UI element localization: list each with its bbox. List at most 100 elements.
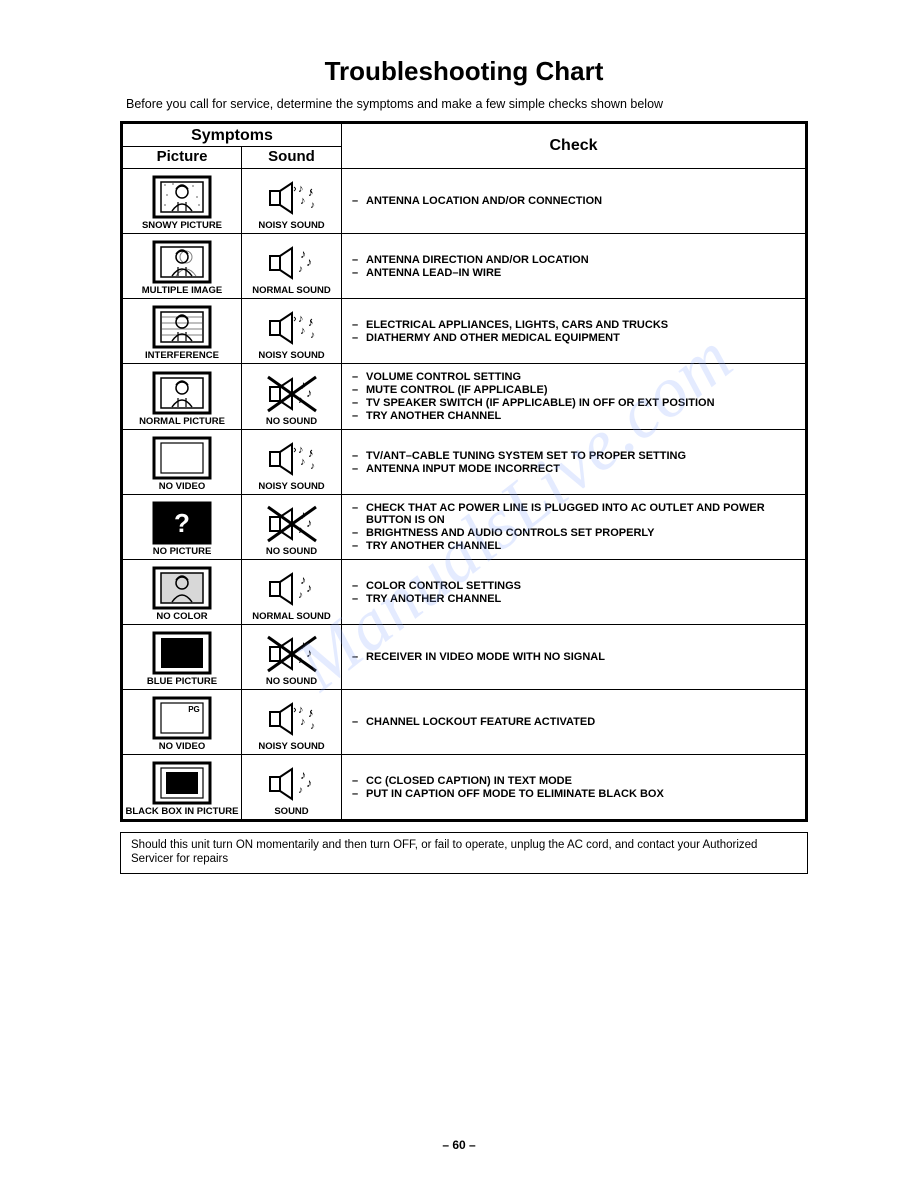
check-cell: –COLOR CONTROL SETTINGS–TRY ANOTHER CHAN… (342, 560, 807, 625)
check-item: –PUT IN CAPTION OFF MODE TO ELIMINATE BL… (352, 788, 797, 800)
tv-person-gray-icon (152, 566, 212, 610)
intro-text: Before you call for service, determine t… (120, 97, 808, 111)
check-item: –DIATHERMY AND OTHER MEDICAL EQUIPMENT (352, 332, 797, 344)
tv-person-icon (152, 371, 212, 415)
table-row: BLACK BOX IN PICTURE SOUND –CC (CLOSED C… (122, 755, 807, 821)
table-row: SNOWY PICTURE NOISY SOUND –ANTENNA LOCAT… (122, 169, 807, 234)
check-item: –COLOR CONTROL SETTINGS (352, 580, 797, 592)
check-cell: –ELECTRICAL APPLIANCES, LIGHTS, CARS AND… (342, 299, 807, 364)
picture-label: SNOWY PICTURE (142, 221, 222, 231)
picture-cell: SNOWY PICTURE (122, 169, 242, 234)
sound-cell: SOUND (242, 755, 342, 821)
check-cell: –TV/ANT–CABLE TUNING SYSTEM SET TO PROPE… (342, 430, 807, 495)
check-item: –TV SPEAKER SWITCH (IF APPLICABLE) IN OF… (352, 397, 797, 409)
check-item: –TRY ANOTHER CHANNEL (352, 410, 797, 422)
tv-person-multi-icon (152, 240, 212, 284)
sound-cell: NO SOUND (242, 495, 342, 560)
speaker-noisy-icon (264, 177, 320, 219)
check-item: –TRY ANOTHER CHANNEL (352, 593, 797, 605)
sound-label: NOISY SOUND (258, 742, 324, 752)
check-cell: –ANTENNA DIRECTION AND/OR LOCATION–ANTEN… (342, 234, 807, 299)
sound-label: NORMAL SOUND (252, 612, 330, 622)
picture-cell: BLUE PICTURE (122, 625, 242, 690)
sound-label: NOISY SOUND (258, 351, 324, 361)
check-cell: –RECEIVER IN VIDEO MODE WITH NO SIGNAL (342, 625, 807, 690)
picture-cell: NO PICTURE (122, 495, 242, 560)
speaker-cross-icon (264, 503, 320, 545)
check-cell: –CC (CLOSED CAPTION) IN TEXT MODE–PUT IN… (342, 755, 807, 821)
tv-blank-icon (152, 436, 212, 480)
sound-cell: NORMAL SOUND (242, 234, 342, 299)
check-cell: –CHECK THAT AC POWER LINE IS PLUGGED INT… (342, 495, 807, 560)
check-item: –ANTENNA INPUT MODE INCORRECT (352, 463, 797, 475)
picture-cell: BLACK BOX IN PICTURE (122, 755, 242, 821)
tv-pg-icon (152, 696, 212, 740)
picture-label: NORMAL PICTURE (139, 417, 225, 427)
tv-person-interference-icon (152, 305, 212, 349)
page-title: Troubleshooting Chart (120, 56, 808, 87)
check-item: –ELECTRICAL APPLIANCES, LIGHTS, CARS AND… (352, 319, 797, 331)
page-number: – 60 – (0, 1138, 918, 1152)
check-cell: –CHANNEL LOCKOUT FEATURE ACTIVATED (342, 690, 807, 755)
check-item: –CHANNEL LOCKOUT FEATURE ACTIVATED (352, 716, 797, 728)
check-item: –ANTENNA LEAD–IN WIRE (352, 267, 797, 279)
header-check: Check (342, 123, 807, 169)
check-item: –VOLUME CONTROL SETTING (352, 371, 797, 383)
sound-label: NO SOUND (266, 677, 317, 687)
speaker-noisy-icon (264, 307, 320, 349)
table-row: NO VIDEO NOISY SOUND –TV/ANT–CABLE TUNIN… (122, 430, 807, 495)
check-item: –ANTENNA LOCATION AND/OR CONNECTION (352, 195, 797, 207)
tv-solid-icon (152, 631, 212, 675)
speaker-cross-icon (264, 373, 320, 415)
sound-label: SOUND (274, 807, 308, 817)
picture-label: NO VIDEO (159, 482, 205, 492)
check-item: –ANTENNA DIRECTION AND/OR LOCATION (352, 254, 797, 266)
sound-cell: NOISY SOUND (242, 169, 342, 234)
picture-cell: NO COLOR (122, 560, 242, 625)
sound-cell: NOISY SOUND (242, 299, 342, 364)
sound-label: NOISY SOUND (258, 482, 324, 492)
sound-cell: NOISY SOUND (242, 430, 342, 495)
speaker-noisy-icon (264, 698, 320, 740)
sound-label: NOISY SOUND (258, 221, 324, 231)
sound-cell: NORMAL SOUND (242, 560, 342, 625)
check-item: –TRY ANOTHER CHANNEL (352, 540, 797, 552)
sound-label: NO SOUND (266, 417, 317, 427)
tv-blackbox-icon (152, 761, 212, 805)
picture-cell: NO VIDEO (122, 690, 242, 755)
picture-label: NO PICTURE (153, 547, 212, 557)
check-item: –CC (CLOSED CAPTION) IN TEXT MODE (352, 775, 797, 787)
check-cell: –ANTENNA LOCATION AND/OR CONNECTION (342, 169, 807, 234)
table-row: NO PICTURE NO SOUND –CHECK THAT AC POWER… (122, 495, 807, 560)
check-item: –TV/ANT–CABLE TUNING SYSTEM SET TO PROPE… (352, 450, 797, 462)
picture-cell: NO VIDEO (122, 430, 242, 495)
check-item: –BRIGHTNESS AND AUDIO CONTROLS SET PROPE… (352, 527, 797, 539)
speaker-normal-icon (264, 568, 320, 610)
picture-cell: MULTIPLE IMAGE (122, 234, 242, 299)
sound-label: NORMAL SOUND (252, 286, 330, 296)
speaker-normal-icon (264, 763, 320, 805)
picture-label: MULTIPLE IMAGE (142, 286, 223, 296)
picture-label: NO VIDEO (159, 742, 205, 752)
header-picture: Picture (122, 147, 242, 169)
check-item: –CHECK THAT AC POWER LINE IS PLUGGED INT… (352, 502, 797, 526)
tv-person-snow-icon (152, 175, 212, 219)
table-row: INTERFERENCE NOISY SOUND –ELECTRICAL APP… (122, 299, 807, 364)
sound-cell: NOISY SOUND (242, 690, 342, 755)
check-cell: –VOLUME CONTROL SETTING–MUTE CONTROL (IF… (342, 364, 807, 430)
table-row: MULTIPLE IMAGE NORMAL SOUND –ANTENNA DIR… (122, 234, 807, 299)
sound-label: NO SOUND (266, 547, 317, 557)
picture-cell: NORMAL PICTURE (122, 364, 242, 430)
sound-cell: NO SOUND (242, 364, 342, 430)
picture-label: INTERFERENCE (145, 351, 219, 361)
troubleshooting-table: Symptoms Check Picture Sound SNOWY PICTU… (120, 121, 808, 822)
sound-cell: NO SOUND (242, 625, 342, 690)
check-item: –MUTE CONTROL (IF APPLICABLE) (352, 384, 797, 396)
table-row: BLUE PICTURE NO SOUND –RECEIVER IN VIDEO… (122, 625, 807, 690)
table-row: NORMAL PICTURE NO SOUND –VOLUME CONTROL … (122, 364, 807, 430)
header-symptoms: Symptoms (122, 123, 342, 147)
speaker-noisy-icon (264, 438, 320, 480)
picture-label: NO COLOR (156, 612, 207, 622)
picture-label: BLUE PICTURE (147, 677, 217, 687)
page-content: Troubleshooting Chart Before you call fo… (0, 0, 918, 874)
